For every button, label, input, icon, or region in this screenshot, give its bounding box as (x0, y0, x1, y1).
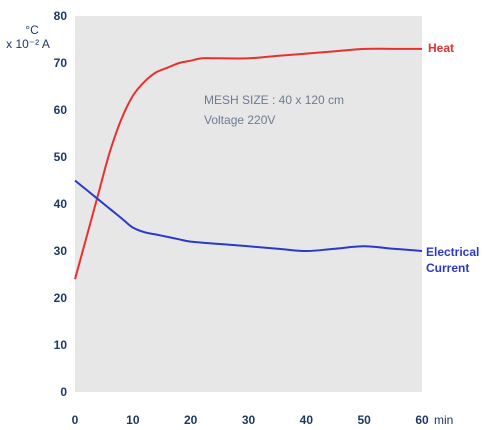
y-tick-label: 10 (54, 338, 68, 352)
legend-heat: Heat (428, 41, 454, 55)
y-tick-label: 40 (54, 197, 68, 211)
x-tick-label: 30 (242, 413, 256, 427)
x-unit: min (434, 413, 453, 427)
y-tick-label: 50 (54, 150, 68, 164)
y-axis-ticks: 0 10 20 30 40 50 60 70 80 (54, 9, 68, 399)
legend-current-line-1: Electrical (426, 245, 479, 259)
current-series-line (74, 179, 423, 253)
x-tick-label: 0 (72, 413, 79, 427)
annotation-voltage: Voltage 220V (204, 113, 275, 127)
y-unit-primary: °C (25, 23, 39, 37)
y-unit-secondary: x 10⁻² A (6, 37, 50, 51)
annotation-mesh-size: MESH SIZE : 40 x 120 cm (204, 93, 344, 107)
x-tick-label: 10 (126, 413, 140, 427)
y-tick-label: 80 (54, 9, 68, 23)
y-tick-label: 70 (54, 56, 68, 70)
y-tick-label: 30 (54, 244, 68, 258)
legend-current-line-2: Current (426, 261, 469, 275)
y-tick-label: 60 (54, 103, 68, 117)
y-tick-label: 0 (60, 385, 67, 399)
x-tick-label: 60 (415, 413, 429, 427)
series-lines (74, 47, 423, 280)
heat-series-line (74, 47, 422, 280)
plot-area (75, 16, 422, 392)
x-tick-label: 40 (300, 413, 314, 427)
y-tick-label: 20 (54, 291, 68, 305)
x-tick-label: 20 (184, 413, 198, 427)
x-axis-ticks: 0 10 20 30 40 50 60 (72, 413, 429, 427)
x-tick-label: 50 (357, 413, 371, 427)
